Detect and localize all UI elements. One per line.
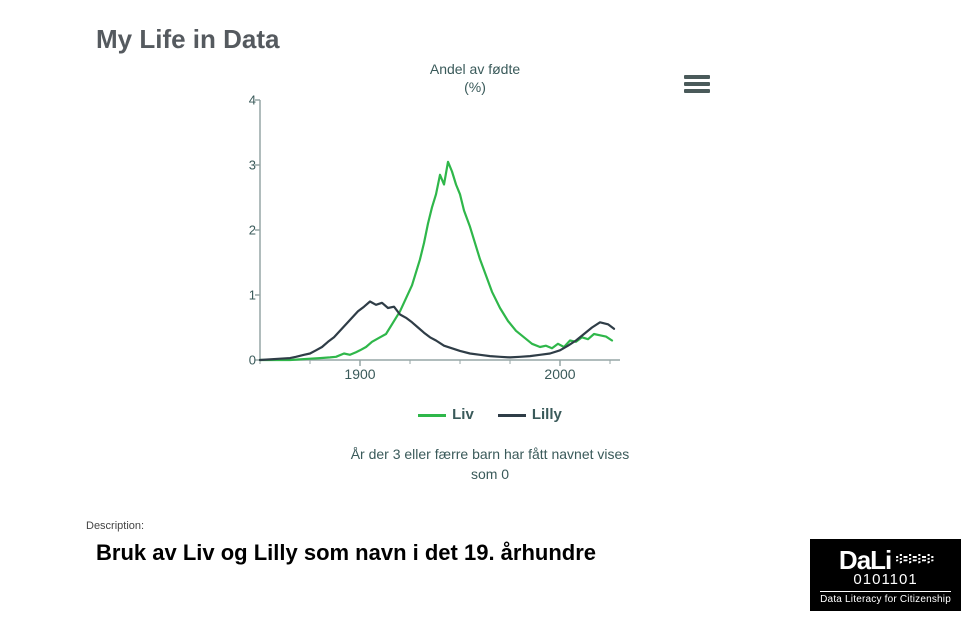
logo-tagline: Data Literacy for Citizenship <box>820 591 951 605</box>
plot-area: 01234 19002000 <box>260 100 720 386</box>
legend-label: Lilly <box>532 406 562 423</box>
chart-note-line2: som 0 <box>471 466 509 482</box>
chart-container: Andel av fødte (%) 01234 19002000 LivLil… <box>260 60 720 485</box>
y-axis-title-line2: (%) <box>464 79 486 95</box>
chart-note: År der 3 eller færre barn har fått navne… <box>260 445 720 484</box>
y-tick-label: 0 <box>249 353 256 368</box>
description-label: Description: <box>86 520 144 532</box>
page-title: My Life in Data <box>96 24 279 55</box>
legend-item: Liv <box>418 406 474 423</box>
x-tick-label: 1900 <box>344 366 375 382</box>
y-axis-title: Andel av fødte (%) <box>230 60 720 96</box>
y-tick-label: 4 <box>249 93 256 108</box>
legend-item: Lilly <box>498 406 562 423</box>
chart-menu-icon[interactable] <box>684 72 710 92</box>
legend-swatch <box>418 414 446 417</box>
y-tick-labels: 01234 <box>232 100 256 360</box>
y-tick-label: 2 <box>249 223 256 238</box>
chart-svg <box>260 100 620 360</box>
description-text: Bruk av Liv og Lilly som navn i det 19. … <box>96 540 596 566</box>
dali-logo: DaLi ፨፨፨፨ 0101101 Data Literacy for Citi… <box>810 539 961 611</box>
x-tick-labels: 1900 2000 <box>260 366 620 386</box>
chart-note-line1: År der 3 eller færre barn har fått navne… <box>351 446 630 462</box>
logo-figures-icon: ፨፨፨፨ <box>895 552 932 568</box>
y-axis-title-line1: Andel av fødte <box>430 61 520 77</box>
y-tick-label: 3 <box>249 158 256 173</box>
y-tick-label: 1 <box>249 288 256 303</box>
legend: Liv Lilly <box>260 406 720 423</box>
logo-brand: DaLi <box>839 547 891 573</box>
legend-label: Liv <box>452 406 474 423</box>
x-tick-label: 2000 <box>544 366 575 382</box>
legend-swatch <box>498 414 526 417</box>
